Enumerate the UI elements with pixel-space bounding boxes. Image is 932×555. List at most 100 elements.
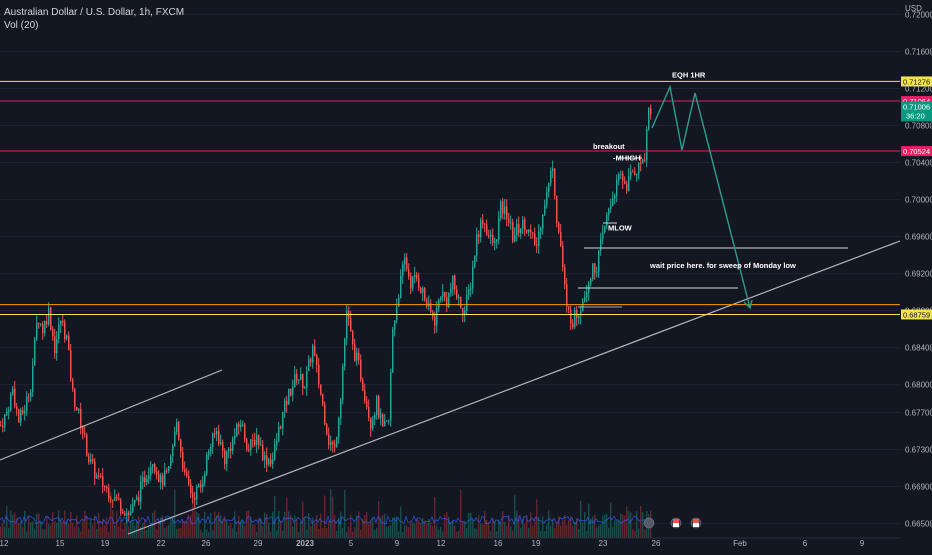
volume-bar: [612, 527, 614, 538]
volume-bar: [640, 506, 642, 538]
volume-bar: [64, 510, 66, 538]
candle-body: [344, 338, 346, 367]
volume-bar: [530, 512, 532, 538]
candle-body: [108, 487, 110, 499]
candle-body: [272, 459, 274, 465]
volume-bar: [362, 518, 364, 538]
volume-bar: [24, 510, 26, 538]
time-axis[interactable]: [0, 538, 932, 550]
price-axis[interactable]: [901, 0, 932, 550]
volume-bar: [458, 530, 460, 538]
trendline-left[interactable]: [0, 369, 223, 461]
volume-bar: [116, 511, 118, 538]
volume-bar: [562, 520, 564, 538]
trendline-main[interactable]: [127, 240, 901, 535]
volume-bar: [352, 531, 354, 538]
volume-bar: [246, 510, 248, 538]
volume-indicator-label[interactable]: Vol (20): [4, 20, 39, 31]
volume-bar: [546, 524, 548, 538]
candle-body: [72, 379, 74, 390]
candle-body: [30, 392, 32, 397]
volume-bar: [120, 520, 122, 538]
candle-body: [538, 231, 540, 246]
x-tick-label: 29: [254, 539, 263, 548]
volume-bar: [80, 531, 82, 538]
symbol-title[interactable]: Australian Dollar / U.S. Dollar, 1h, FXC…: [4, 7, 185, 18]
projection-path[interactable]: [651, 84, 751, 309]
candle-body: [2, 425, 4, 428]
volume-bar: [150, 523, 152, 538]
volume-bar: [608, 527, 610, 538]
candle-body: [346, 310, 348, 339]
candle-body: [174, 431, 176, 447]
candle-body: [302, 374, 304, 389]
candle-body: [640, 162, 642, 164]
candle-body: [494, 241, 496, 244]
candle-body: [50, 307, 52, 330]
candle-body: [158, 474, 160, 483]
candle-body: [12, 388, 14, 395]
volume-bar: [510, 526, 512, 538]
volume-bar: [596, 527, 598, 538]
volume-bar: [74, 526, 76, 538]
volume-bar: [206, 529, 208, 538]
x-tick-label: 19: [101, 539, 110, 548]
candle-body: [236, 423, 238, 437]
volume-bar: [624, 515, 626, 538]
candle-body: [620, 173, 622, 175]
volume-bar: [34, 528, 36, 538]
candle-body: [76, 407, 78, 411]
volume-bar: [498, 519, 500, 538]
candle-body: [596, 271, 598, 273]
volume-bar: [346, 531, 348, 538]
volume-bar: [306, 529, 308, 538]
candle-body: [422, 287, 424, 293]
volume-bar: [156, 529, 158, 538]
volume-bar: [214, 511, 216, 538]
candle-body: [480, 220, 482, 238]
price-tag-red-top: [901, 96, 932, 107]
candle-body: [570, 309, 572, 324]
candle-body: [186, 472, 188, 476]
volume-bar: [20, 521, 22, 538]
candle-body: [342, 366, 344, 400]
volume-bar: [162, 515, 164, 538]
candle-body: [522, 219, 524, 229]
volume-bar: [496, 531, 498, 538]
volume-bar: [630, 512, 632, 538]
candle-body: [356, 352, 358, 361]
candle-body: [340, 399, 342, 419]
volume-bar: [270, 531, 272, 538]
candle-body: [552, 168, 554, 171]
candle-body: [144, 477, 146, 483]
candle-body: [424, 287, 426, 300]
volume-bar: [210, 512, 212, 538]
volume-bar: [528, 528, 530, 538]
volume-bar: [348, 526, 350, 538]
candle-body: [142, 477, 144, 482]
volume-bar: [14, 512, 16, 538]
volume-bar: [28, 515, 30, 538]
candle-body: [86, 434, 88, 456]
candle-body: [578, 316, 580, 319]
volume-bar: [98, 512, 100, 538]
candle-body: [194, 497, 196, 500]
candle-body: [224, 450, 226, 465]
candle-body: [320, 384, 322, 395]
candle-body: [602, 232, 604, 239]
lightning-icon[interactable]: [643, 517, 655, 529]
volume-bar: [378, 500, 380, 538]
volume-bar: [192, 491, 194, 538]
volume-bar: [576, 518, 578, 538]
volume-bar: [238, 515, 240, 538]
volume-bar: [30, 522, 32, 538]
candle-body: [504, 206, 506, 214]
candle-body: [16, 406, 18, 410]
candle-body: [488, 235, 490, 237]
candle-body: [542, 214, 544, 228]
candle-body: [508, 219, 510, 224]
volume-bar: [472, 520, 474, 538]
volume-bar: [302, 501, 304, 538]
